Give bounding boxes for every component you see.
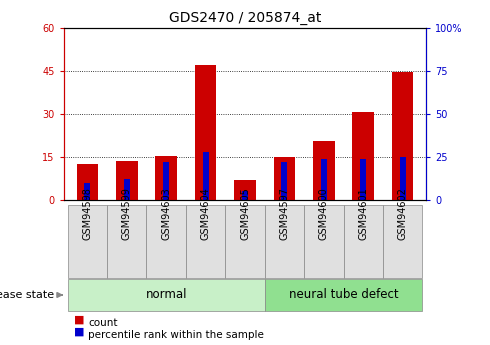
Text: GSM94598: GSM94598 bbox=[82, 187, 92, 240]
Text: neural tube defect: neural tube defect bbox=[289, 288, 398, 302]
Bar bbox=[242, 191, 248, 200]
Bar bbox=[76, 164, 98, 200]
Bar bbox=[392, 72, 414, 200]
Bar bbox=[352, 112, 374, 200]
Text: GSM94601: GSM94601 bbox=[358, 187, 368, 240]
Bar bbox=[313, 141, 335, 200]
Bar bbox=[163, 162, 169, 200]
Bar bbox=[195, 65, 217, 200]
Text: GSM94599: GSM94599 bbox=[122, 187, 132, 240]
Text: GSM94602: GSM94602 bbox=[398, 187, 408, 240]
Bar bbox=[155, 156, 177, 200]
Bar bbox=[281, 162, 287, 200]
Bar bbox=[400, 157, 406, 200]
Bar bbox=[321, 159, 327, 200]
Bar bbox=[84, 183, 90, 200]
Text: disease state: disease state bbox=[0, 290, 54, 300]
Bar bbox=[234, 180, 256, 200]
Bar bbox=[273, 157, 295, 200]
Bar bbox=[116, 161, 138, 200]
Text: normal: normal bbox=[146, 288, 187, 302]
Text: GSM94600: GSM94600 bbox=[319, 187, 329, 240]
Text: percentile rank within the sample: percentile rank within the sample bbox=[88, 330, 264, 339]
Title: GDS2470 / 205874_at: GDS2470 / 205874_at bbox=[169, 11, 321, 25]
Text: GSM94604: GSM94604 bbox=[200, 187, 211, 240]
Text: GSM94597: GSM94597 bbox=[279, 187, 290, 240]
Text: ■: ■ bbox=[74, 315, 84, 325]
Bar bbox=[360, 159, 366, 200]
Bar bbox=[124, 179, 130, 200]
Bar bbox=[203, 152, 209, 200]
Text: GSM94603: GSM94603 bbox=[161, 187, 171, 240]
Text: count: count bbox=[88, 318, 118, 327]
Text: GSM94605: GSM94605 bbox=[240, 187, 250, 240]
Text: ■: ■ bbox=[74, 327, 84, 337]
